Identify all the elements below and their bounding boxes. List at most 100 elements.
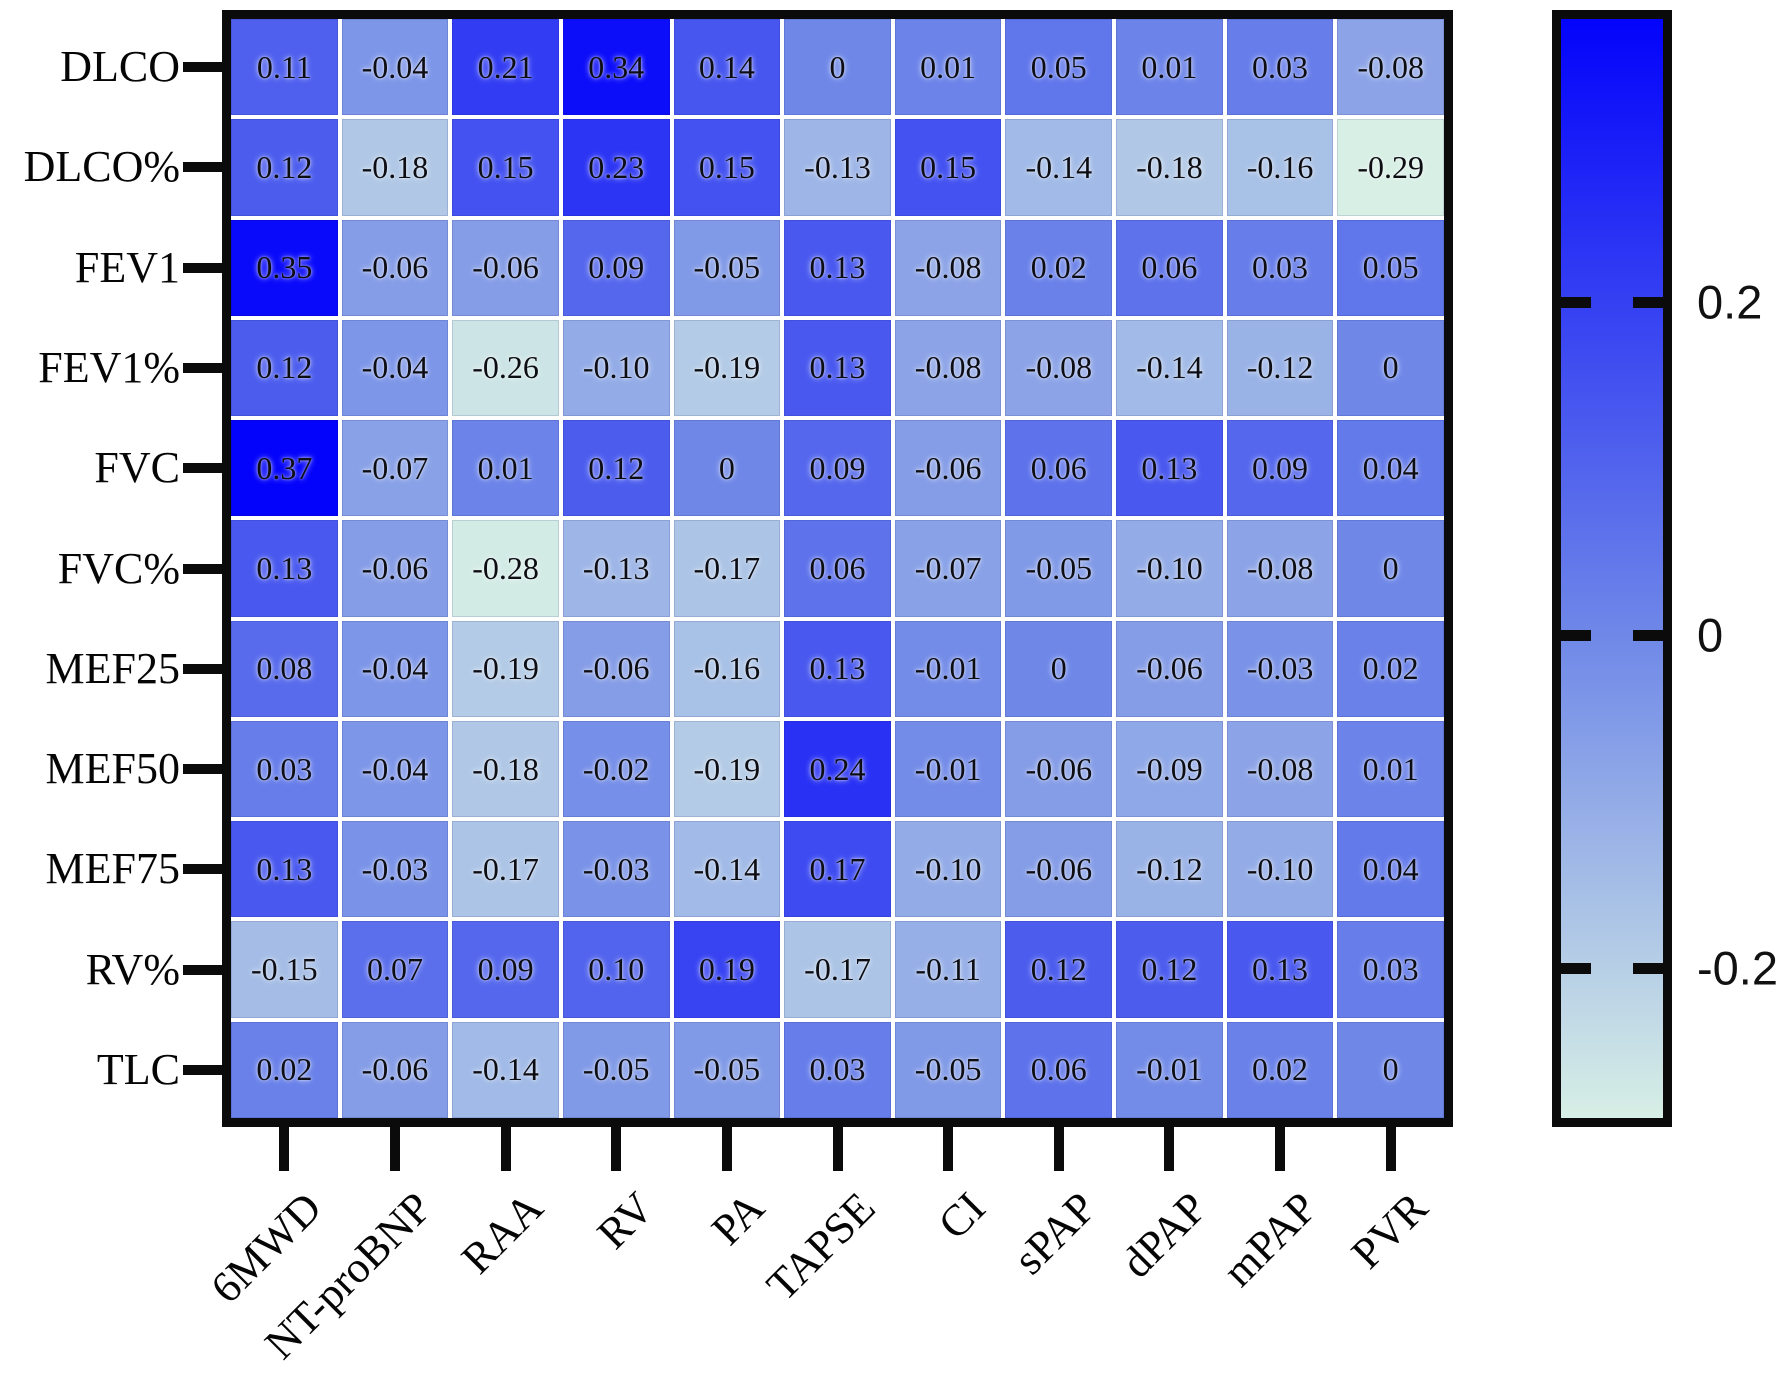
heatmap-cell-TLC-NT-proBNP: -0.06	[341, 1021, 449, 1118]
heatmap-cell-DLCO-6MWD: 0.11	[231, 19, 338, 116]
row-label-MEF50: MEF50	[45, 744, 180, 794]
heatmap-cell-DLCO%-CI: 0.15	[894, 119, 1002, 216]
column-label-PA: PA	[701, 1182, 774, 1255]
heatmap-cell-FEV1-RV: 0.09	[562, 219, 670, 316]
colorbar-tick-label-0.2: 0.2	[1697, 275, 1763, 329]
heatmap-cell-MEF50-PVR: 0.01	[1337, 720, 1444, 818]
y-tick	[183, 764, 222, 775]
x-tick	[1053, 1127, 1064, 1171]
x-tick	[943, 1127, 954, 1171]
heatmap-cell-RV%-sPAP: 0.12	[1005, 921, 1113, 1018]
heatmap-cell-TLC-mPAP: 0.02	[1226, 1021, 1334, 1118]
heatmap-cell-FEV1-dPAP: 0.06	[1116, 219, 1223, 316]
x-tick	[500, 1127, 511, 1171]
heatmap-cell-MEF75-6MWD: 0.13	[231, 821, 338, 918]
heatmap-cell-FVC%-PVR: 0	[1337, 520, 1444, 617]
heatmap-cell-DLCO-mPAP: 0.03	[1226, 19, 1334, 116]
heatmap-cell-FVC-RV: 0.12	[562, 420, 670, 517]
heatmap-cell-FEV1%-RV: -0.10	[562, 319, 670, 417]
colorbar-tick-mark	[1561, 296, 1591, 308]
column-label-CI: CI	[928, 1182, 995, 1249]
x-tick	[1385, 1127, 1396, 1171]
heatmap-cell-DLCO%-RV: 0.23	[562, 119, 670, 216]
heatmap-cell-TLC-TAPSE: 0.03	[784, 1021, 891, 1118]
row-label-FEV1%: FEV1%	[38, 342, 180, 392]
colorbar-tick-mark	[1561, 629, 1591, 641]
heatmap-grid: 0.11 -0.04 0.21 0.34 0.14 0 0.01 0.05 0.01 0.03 -0…	[231, 19, 1444, 1118]
heatmap-cell-TLC-6MWD: 0.02	[231, 1021, 338, 1118]
heatmap-cell-FVC-NT-proBNP: -0.07	[341, 420, 449, 517]
heatmap-cell-DLCO-PA: 0.14	[673, 19, 781, 116]
heatmap-cell-RV%-NT-proBNP: 0.07	[341, 921, 449, 1018]
x-tick	[1164, 1127, 1175, 1171]
heatmap-cell-FEV1%-mPAP: -0.12	[1226, 319, 1334, 417]
heatmap-cell-RV%-TAPSE: -0.17	[784, 921, 891, 1018]
colorbar-tick-mark	[1633, 296, 1663, 308]
heatmap-cell-MEF50-PA: -0.19	[673, 720, 781, 818]
heatmap-cell-FEV1-PVR: 0.05	[1337, 219, 1444, 316]
heatmap-cell-MEF50-6MWD: 0.03	[231, 720, 338, 818]
heatmap-cell-MEF75-dPAP: -0.12	[1116, 821, 1223, 918]
heatmap-cell-TLC-sPAP: 0.06	[1005, 1021, 1113, 1118]
heatmap-cell-DLCO%-sPAP: -0.14	[1005, 119, 1113, 216]
heatmap-cell-MEF25-NT-proBNP: -0.04	[341, 620, 449, 717]
y-tick	[183, 362, 222, 373]
colorbar-tick-label-0: 0	[1697, 608, 1724, 662]
heatmap-cell-MEF75-RV: -0.03	[562, 821, 670, 918]
heatmap-cell-DLCO-RV: 0.34	[562, 19, 670, 116]
heatmap-cell-MEF50-RV: -0.02	[562, 720, 670, 818]
heatmap-cell-DLCO-sPAP: 0.05	[1005, 19, 1113, 116]
heatmap-cell-MEF25-PA: -0.16	[673, 620, 781, 717]
heatmap-cell-RV%-RV: 0.10	[562, 921, 670, 1018]
heatmap-cell-TLC-RAA: -0.14	[452, 1021, 559, 1118]
row-label-DLCO: DLCO	[60, 42, 180, 92]
heatmap-cell-DLCO%-6MWD: 0.12	[231, 119, 338, 216]
heatmap-cell-MEF75-PVR: 0.04	[1337, 821, 1444, 918]
colorbar-tick-mark	[1633, 962, 1663, 974]
heatmap-cell-FVC-dPAP: 0.13	[1116, 420, 1223, 517]
column-label-dPAP: dPAP	[1111, 1182, 1216, 1288]
heatmap-cell-FEV1%-dPAP: -0.14	[1116, 319, 1223, 417]
heatmap-cell-FVC-6MWD: 0.37	[231, 420, 338, 517]
heatmap-cell-MEF50-mPAP: -0.08	[1226, 720, 1334, 818]
x-tick	[1275, 1127, 1286, 1171]
heatmap-cell-DLCO%-TAPSE: -0.13	[784, 119, 891, 216]
column-label-PVR: PVR	[1342, 1182, 1438, 1279]
heatmap-cell-MEF25-mPAP: -0.03	[1226, 620, 1334, 717]
heatmap-cell-MEF50-NT-proBNP: -0.04	[341, 720, 449, 818]
heatmap-cell-FVC-sPAP: 0.06	[1005, 420, 1113, 517]
heatmap-cell-MEF25-TAPSE: 0.13	[784, 620, 891, 717]
heatmap-cell-FEV1%-TAPSE: 0.13	[784, 319, 891, 417]
heatmap-cell-FEV1%-RAA: -0.26	[452, 319, 559, 417]
heatmap-cell-MEF75-PA: -0.14	[673, 821, 781, 918]
heatmap-cell-FEV1%-PVR: 0	[1337, 319, 1444, 417]
y-tick	[183, 262, 222, 273]
heatmap-cell-TLC-PVR: 0	[1337, 1021, 1444, 1118]
heatmap-cell-DLCO-PVR: -0.08	[1337, 19, 1444, 116]
heatmap-cell-FEV1-6MWD: 0.35	[231, 219, 338, 316]
heatmap-cell-FVC-TAPSE: 0.09	[784, 420, 891, 517]
column-label-RAA: RAA	[451, 1182, 553, 1284]
row-label-FVC%: FVC%	[57, 543, 180, 593]
heatmap-cell-FVC%-mPAP: -0.08	[1226, 520, 1334, 617]
row-label-FVC: FVC	[94, 443, 180, 493]
heatmap-cell-MEF25-CI: -0.01	[894, 620, 1002, 717]
heatmap-cell-FEV1-RAA: -0.06	[452, 219, 559, 316]
heatmap-cell-MEF25-dPAP: -0.06	[1116, 620, 1223, 717]
heatmap-cell-MEF50-TAPSE: 0.24	[784, 720, 891, 818]
row-label-TLC: TLC	[96, 1044, 180, 1094]
y-tick	[183, 864, 222, 875]
heatmap-cell-TLC-CI: -0.05	[894, 1021, 1002, 1118]
heatmap-cell-FVC%-RV: -0.13	[562, 520, 670, 617]
heatmap-cell-DLCO-dPAP: 0.01	[1116, 19, 1223, 116]
y-tick	[183, 563, 222, 574]
heatmap-cell-MEF75-TAPSE: 0.17	[784, 821, 891, 918]
heatmap-cell-FEV1-TAPSE: 0.13	[784, 219, 891, 316]
y-tick	[183, 964, 222, 975]
colorbar-tick-mark	[1633, 629, 1663, 641]
heatmap-cell-DLCO%-NT-proBNP: -0.18	[341, 119, 449, 216]
x-tick	[279, 1127, 290, 1171]
heatmap-cell-FVC-CI: -0.06	[894, 420, 1002, 517]
y-tick	[183, 663, 222, 674]
